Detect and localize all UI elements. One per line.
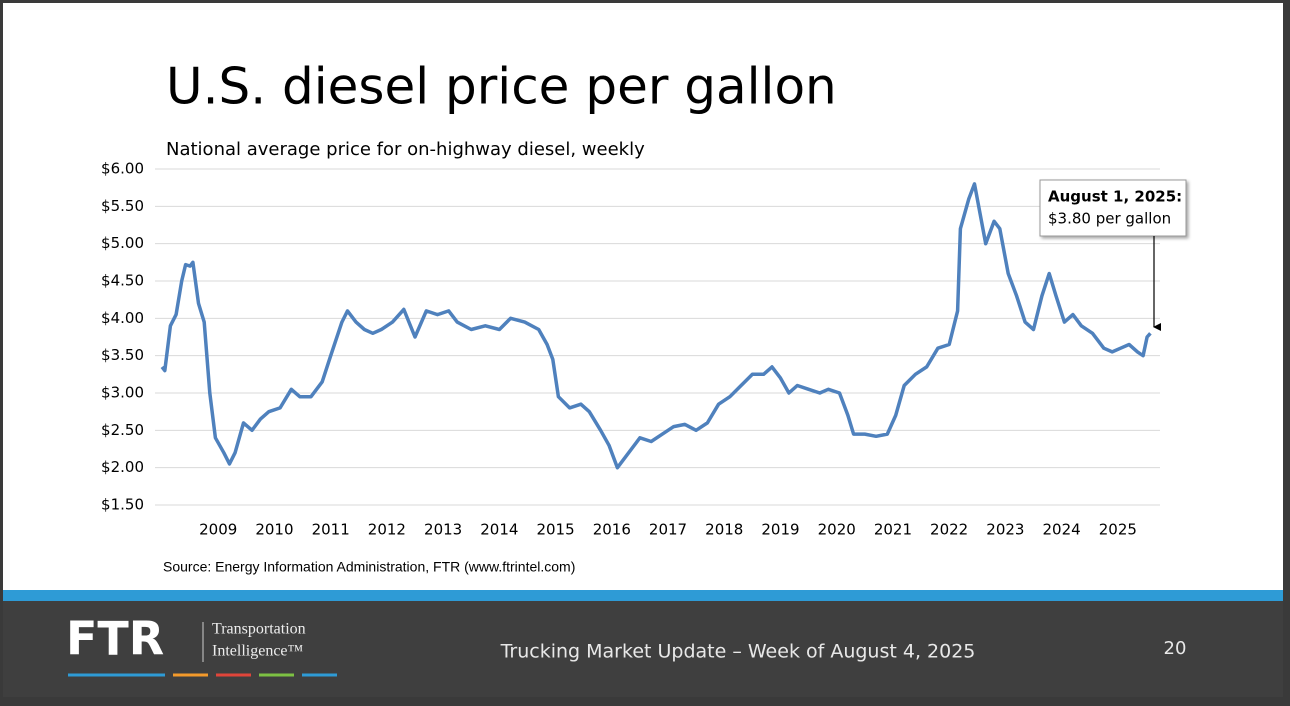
x-tick-label: 2022 (930, 521, 968, 539)
logo-line1: Transportation (212, 621, 306, 638)
y-tick-label: $5.50 (101, 197, 144, 215)
footer-text: Trucking Market Update – Week of August … (500, 641, 976, 663)
y-tick-label: $1.50 (101, 496, 144, 514)
x-tick-label: 2023 (986, 521, 1024, 539)
x-tick-label: 2011 (312, 521, 350, 539)
annotation-text: $3.80 per gallon (1048, 210, 1171, 228)
slide-title: U.S. diesel price per gallon (166, 58, 837, 116)
x-tick-label: 2025 (1099, 521, 1137, 539)
y-tick-label: $4.50 (101, 272, 144, 290)
logo-line2: Intelligence™ (212, 643, 304, 660)
y-tick-label: $2.00 (101, 458, 144, 476)
x-tick-label: 2020 (818, 521, 856, 539)
x-tick-label: 2009 (199, 521, 237, 539)
x-tick-label: 2017 (649, 521, 687, 539)
x-tick-label: 2013 (424, 521, 462, 539)
annotation-title: August 1, 2025: (1048, 188, 1182, 206)
x-tick-label: 2021 (874, 521, 912, 539)
x-tick-label: 2010 (255, 521, 293, 539)
y-tick-label: $3.50 (101, 346, 144, 364)
x-tick-label: 2019 (761, 521, 799, 539)
source: Source: Energy Information Administratio… (163, 559, 575, 575)
logo-mark: FTR (66, 612, 164, 666)
x-tick-label: 2015 (536, 521, 574, 539)
chart-subtitle: National average price for on-highway di… (166, 139, 645, 160)
x-tick-label: 2016 (593, 521, 631, 539)
x-tick-label: 2012 (368, 521, 406, 539)
y-tick-label: $4.00 (101, 309, 144, 327)
y-tick-label: $5.00 (101, 234, 144, 252)
page-number: 20 (1164, 638, 1187, 659)
footer-bg (3, 601, 1283, 697)
plot: $1.50 $2.00 $2.50 $3.00 $3.50 $4.00 $4.50 $5.00… (101, 160, 1160, 539)
x-tick-label: 2024 (1043, 521, 1081, 539)
x-tick-label: 2018 (705, 521, 743, 539)
y-tick-label: $3.00 (101, 384, 144, 402)
y-tick-label: $6.00 (101, 160, 144, 178)
data-line (160, 182, 1152, 470)
y-tick-label: $2.50 (101, 421, 144, 439)
annotation-box (1039, 179, 1187, 237)
slide-bg (3, 3, 1283, 590)
x-tick-label: 2014 (480, 521, 518, 539)
footer-band (3, 590, 1283, 601)
